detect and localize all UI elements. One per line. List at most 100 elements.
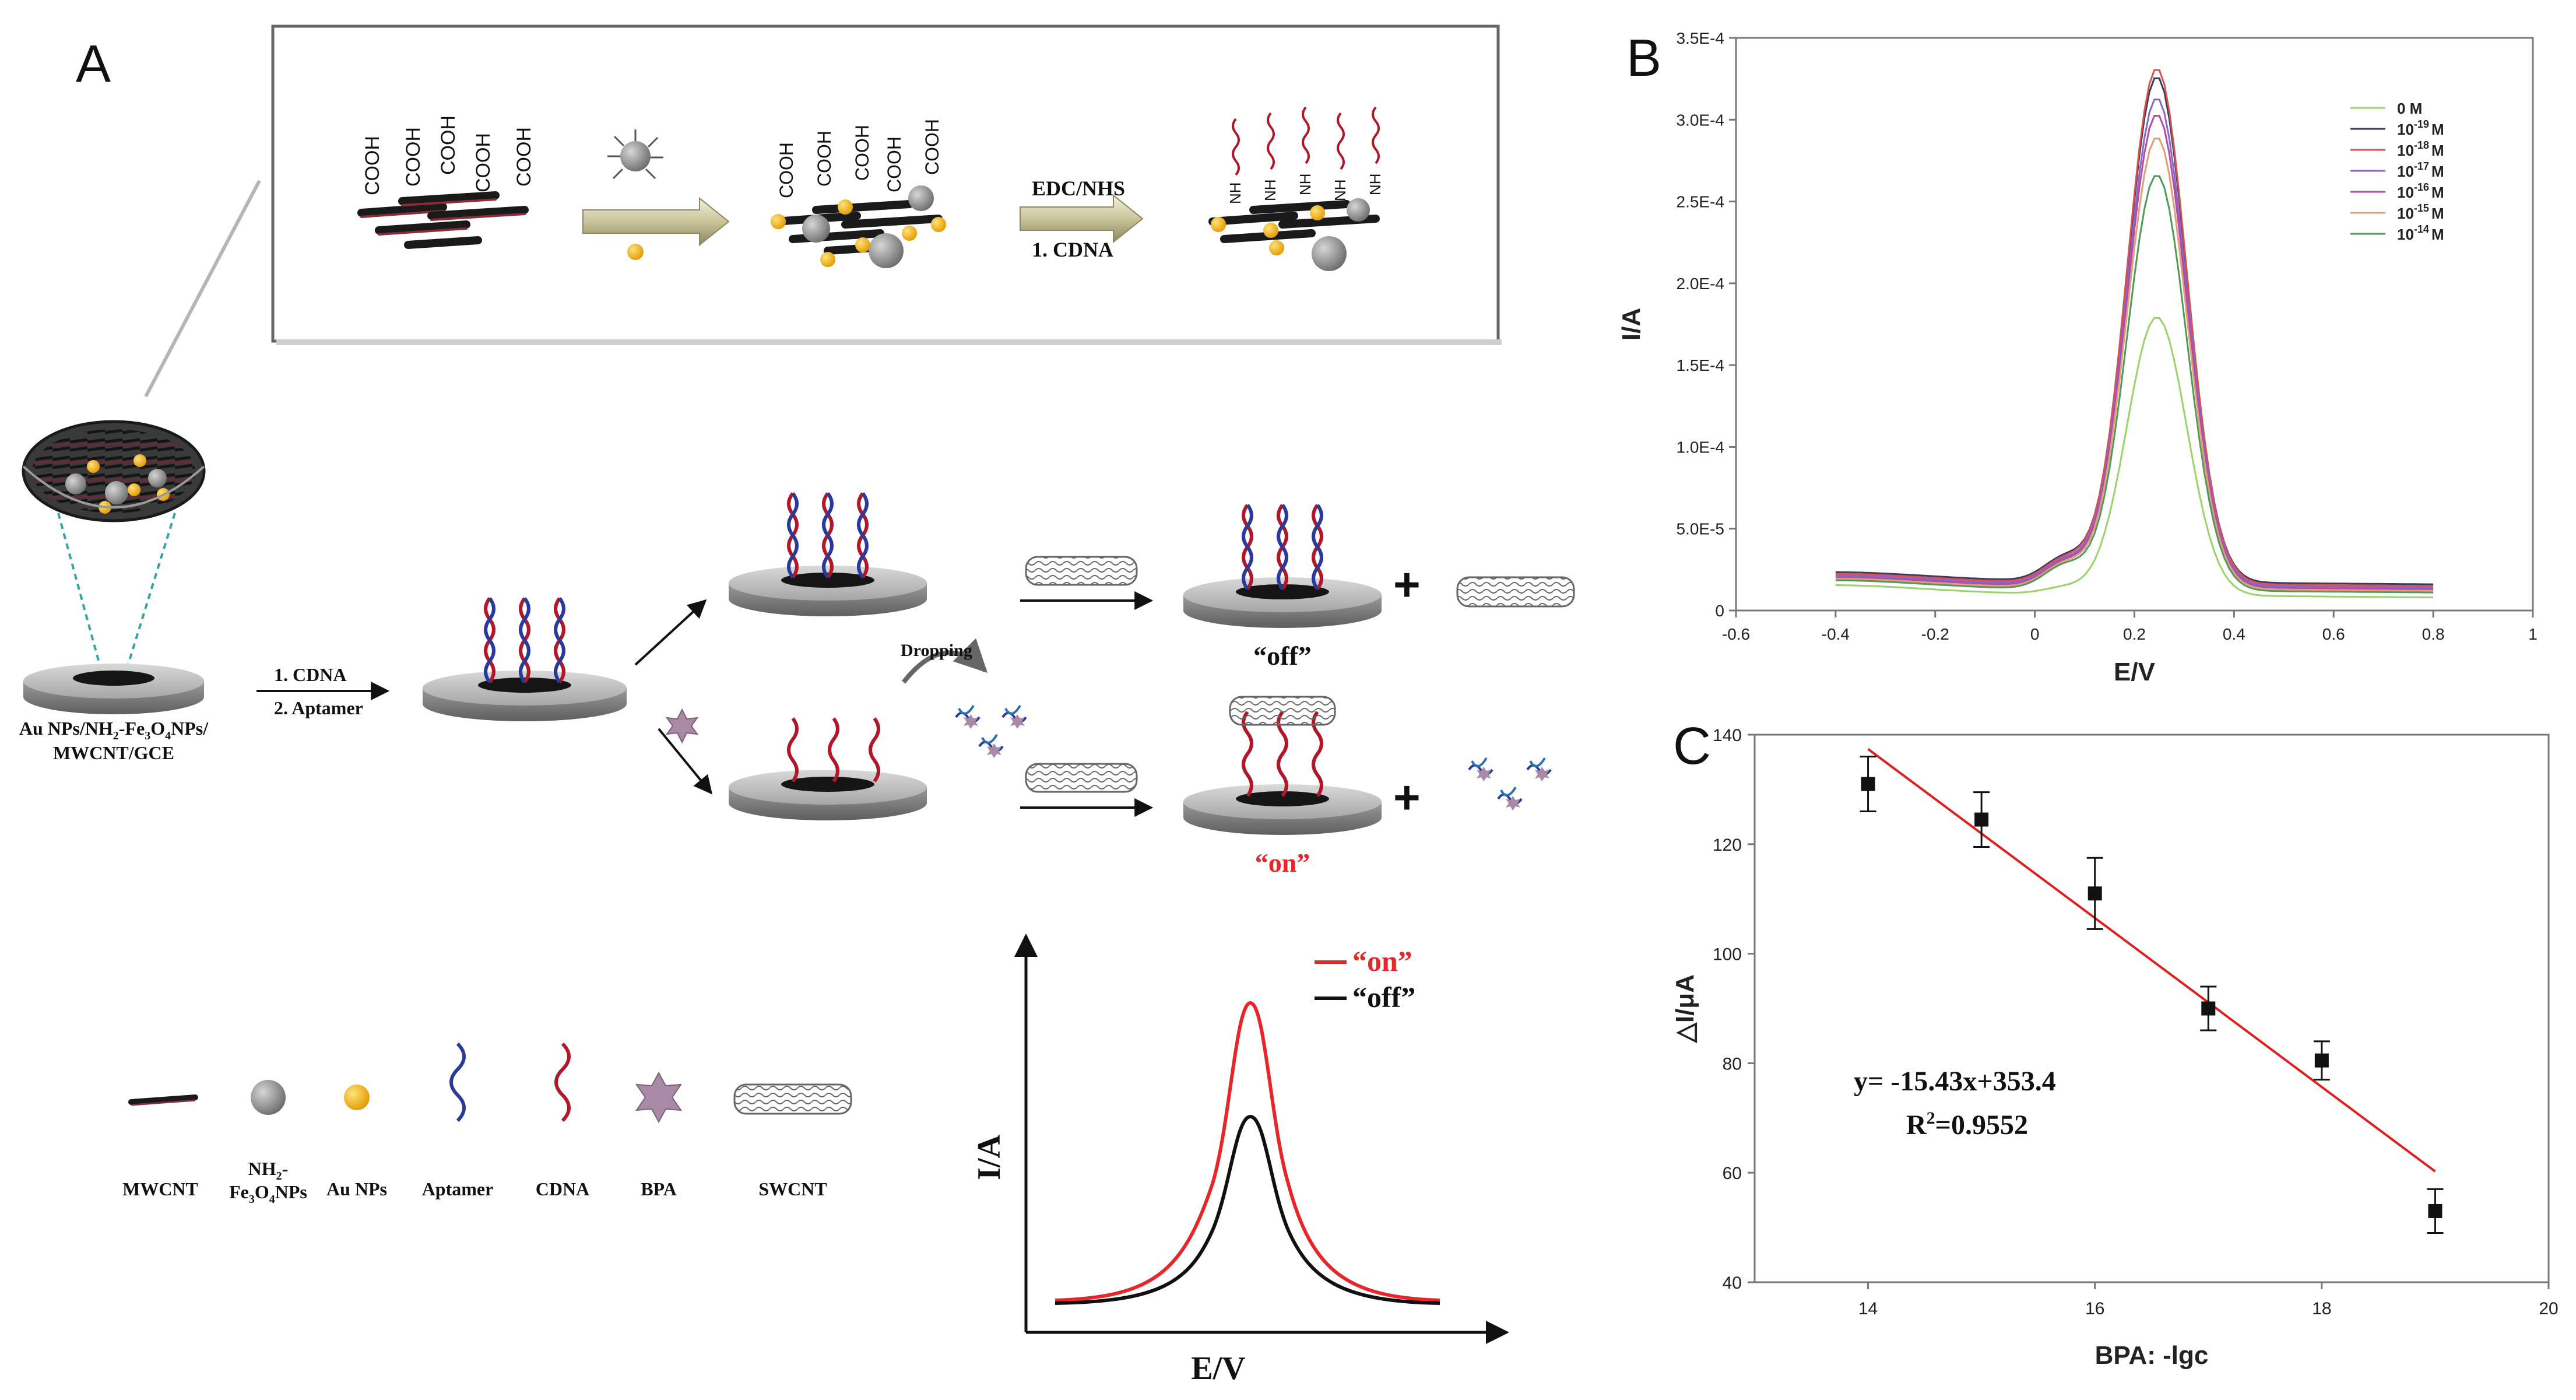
y-tick-label: 40 bbox=[1723, 1273, 1742, 1293]
x-tick-label: 0.4 bbox=[2223, 625, 2245, 643]
legend-unit: M bbox=[2431, 205, 2444, 222]
electrode-on bbox=[1183, 696, 1382, 835]
fe3o4-np-reagent bbox=[607, 129, 663, 180]
legend-unit: M bbox=[2431, 121, 2444, 138]
cooh-label: COOH bbox=[472, 133, 494, 192]
y-tick-label: 120 bbox=[1713, 836, 1742, 855]
chart-b: -0.6 -0.4 -0.2 0 0.2 0.4 0.6 0.8 105.0E-51.0E-41… bbox=[1617, 29, 2538, 686]
composite-stack-1: COOH COOH COOH COOH COOH bbox=[771, 119, 946, 268]
legend-exp: -18 bbox=[2414, 139, 2429, 151]
series-line-5 bbox=[1835, 138, 2434, 592]
data-point bbox=[2314, 1053, 2329, 1068]
x-tick-label: 20 bbox=[2539, 1299, 2558, 1318]
zoom-dash-left bbox=[57, 513, 103, 674]
series-line-3 bbox=[1835, 99, 2434, 589]
y-tick-label: 5.0E-5 bbox=[1677, 520, 1725, 538]
off-label: “off” bbox=[1253, 641, 1312, 671]
y-tick-label: 3.0E-4 bbox=[1677, 111, 1725, 129]
on-label: “on” bbox=[1255, 848, 1310, 878]
fit-line bbox=[1867, 748, 2436, 1173]
au-np-reagent bbox=[627, 244, 644, 260]
x-tick-label: -0.6 bbox=[1722, 625, 1750, 643]
chart-c-ylabel: △I/μA bbox=[1671, 974, 1699, 1043]
y-tick-label: 2.5E-4 bbox=[1677, 193, 1725, 211]
aptamer-bpa-complex bbox=[955, 704, 1027, 758]
legend-au: Au NPs bbox=[326, 1178, 387, 1199]
arrow-2 bbox=[1020, 194, 1144, 244]
arrow-1 bbox=[582, 197, 730, 247]
cooh-label: COOH bbox=[814, 131, 835, 187]
legend-label: 10-14 M bbox=[2397, 223, 2444, 243]
swcnt-bundle-lower bbox=[1025, 763, 1138, 793]
dropping-arrow bbox=[901, 638, 987, 684]
legend-label: 10-18 M bbox=[2397, 139, 2444, 159]
legend-unit: M bbox=[2431, 226, 2444, 243]
swcnt-bundle-free bbox=[1456, 576, 1575, 608]
x-tick-label: 18 bbox=[2312, 1299, 2331, 1318]
mwcnt-symbol bbox=[128, 1094, 198, 1105]
electrode-lower bbox=[729, 717, 927, 820]
y-tick-label: 100 bbox=[1713, 945, 1742, 964]
series-line-1 bbox=[1835, 77, 2434, 585]
aptamer-bpa-free bbox=[1468, 757, 1552, 810]
x-tick-label: 0.6 bbox=[2322, 625, 2345, 643]
plus-sign: + bbox=[1393, 559, 1421, 610]
aptamer-symbol bbox=[449, 1042, 466, 1122]
branch-arrow-down bbox=[658, 728, 713, 795]
cooh-label: COOH bbox=[776, 142, 797, 198]
y-tick-label: 2.0E-4 bbox=[1677, 275, 1725, 293]
mwcnt-cooh-stack: COOH COOH COOH COOH COOH bbox=[357, 115, 535, 249]
legend-bpa: BPA bbox=[641, 1178, 677, 1199]
cooh-label: COOH bbox=[402, 127, 424, 187]
fit-r2-prefix: R bbox=[1906, 1110, 1927, 1141]
schematic-legend-on: “on” bbox=[1352, 945, 1412, 977]
bpa-star bbox=[665, 708, 699, 744]
legend-cdna: CDNA bbox=[536, 1178, 589, 1199]
fit-equation: y= -15.43x+353.4 bbox=[1854, 1066, 2056, 1097]
legend-base: 10 bbox=[2397, 184, 2414, 201]
data-point bbox=[2428, 1203, 2443, 1218]
legend-mwcnt: MWCNT bbox=[122, 1178, 198, 1199]
y-tick-label: 80 bbox=[1723, 1054, 1742, 1073]
fit-r2-value: =0.9552 bbox=[1935, 1110, 2028, 1141]
mwcnt-symbol-stripe bbox=[131, 1099, 196, 1106]
schematic-xlabel: E/V bbox=[1191, 1350, 1245, 1387]
data-point bbox=[1861, 777, 1875, 791]
step2-label: 2. Aptamer bbox=[274, 697, 363, 718]
x-tick-label: 14 bbox=[1858, 1299, 1878, 1318]
panel-label-b: B bbox=[1626, 29, 1661, 87]
panel-label-c: C bbox=[1673, 717, 1711, 776]
legend-unit: M bbox=[2431, 163, 2444, 180]
zoom-dash-right bbox=[124, 513, 176, 674]
nh-label: NH bbox=[1261, 179, 1279, 201]
edc-nhs-label: EDC/NHS bbox=[1032, 177, 1125, 200]
legend-exp: -16 bbox=[2414, 181, 2429, 193]
schematic-legend-off: “off” bbox=[1352, 981, 1415, 1013]
cooh-label: COOH bbox=[513, 127, 535, 187]
au-symbol bbox=[344, 1085, 370, 1110]
series-line-6 bbox=[1835, 175, 2434, 594]
legend-base: 10 bbox=[2397, 226, 2414, 243]
electrode-surface-zoom bbox=[22, 420, 206, 522]
y-tick-label: 60 bbox=[1723, 1164, 1742, 1183]
schematic-ylabel: I/A bbox=[971, 1135, 1007, 1180]
dropping-label: Dropping bbox=[901, 641, 972, 660]
nh-label: NH bbox=[1296, 173, 1314, 195]
x-tick-label: 0 bbox=[2030, 625, 2040, 643]
nh-label: NH bbox=[1331, 179, 1349, 201]
gce-electrode bbox=[23, 664, 204, 714]
electrode-upper bbox=[729, 492, 927, 616]
y-tick-label: 0 bbox=[1715, 602, 1724, 620]
legend-base: 10 bbox=[2397, 205, 2414, 222]
x-tick-label: -0.2 bbox=[1921, 625, 1949, 643]
electrode-label-line2: MWCNT/GCE bbox=[53, 742, 174, 763]
synthesis-box-shadow bbox=[276, 339, 1502, 345]
schematic-plot bbox=[1014, 934, 1509, 1344]
fit-r2-sup: 2 bbox=[1927, 1108, 1935, 1128]
y-tick-label: 1.5E-4 bbox=[1677, 356, 1725, 374]
chart-c-frame bbox=[1753, 734, 2550, 1283]
electrode-off bbox=[1183, 504, 1382, 628]
legend-exp: -17 bbox=[2414, 160, 2429, 172]
nh-label: NH bbox=[1366, 173, 1384, 195]
